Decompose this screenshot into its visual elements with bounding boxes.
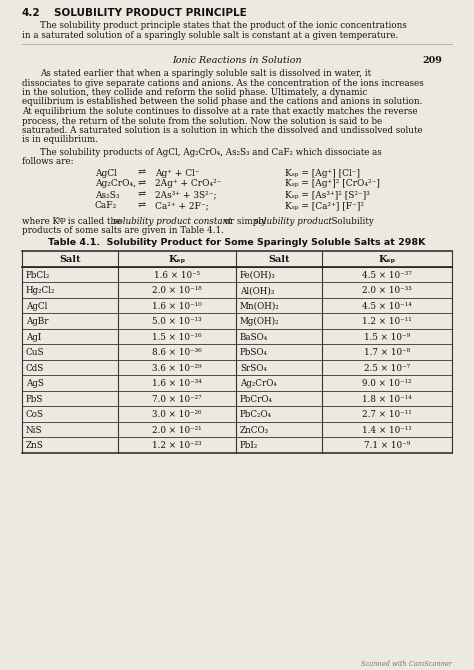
Text: Ag⁺ + Cl⁻: Ag⁺ + Cl⁻	[155, 168, 200, 178]
Text: 1.8 × 10⁻¹⁴: 1.8 × 10⁻¹⁴	[362, 395, 412, 404]
Text: Mn(OH)₂: Mn(OH)₂	[240, 302, 280, 311]
Text: As stated earlier that when a sparingly soluble salt is dissolved in water, it: As stated earlier that when a sparingly …	[40, 69, 371, 78]
Text: ⇌: ⇌	[138, 180, 146, 188]
Text: 2.0 × 10⁻¹⁸: 2.0 × 10⁻¹⁸	[152, 286, 202, 295]
Text: ⇌: ⇌	[138, 202, 146, 210]
Text: 1.6 × 10⁻¹⁰: 1.6 × 10⁻¹⁰	[152, 302, 202, 311]
Text: 8.6 × 10⁻³⁶: 8.6 × 10⁻³⁶	[152, 348, 202, 357]
Text: 1.5 × 10⁻⁹: 1.5 × 10⁻⁹	[364, 333, 410, 342]
Text: At equilibrium the solute continues to dissolve at a rate that exactly matches t: At equilibrium the solute continues to d…	[22, 107, 418, 116]
Text: 2As³⁺ + 3S²⁻;: 2As³⁺ + 3S²⁻;	[155, 190, 217, 200]
Text: 2.7 × 10⁻¹¹: 2.7 × 10⁻¹¹	[362, 410, 412, 419]
Text: solubility product constant: solubility product constant	[113, 216, 232, 226]
Text: As₂S₃: As₂S₃	[95, 190, 119, 200]
Text: process, the return of the solute from the solution. Now the solution is said to: process, the return of the solute from t…	[22, 117, 382, 125]
Text: Kₛₚ: Kₛₚ	[168, 255, 186, 264]
Text: 1.2 × 10⁻¹¹: 1.2 × 10⁻¹¹	[362, 318, 412, 326]
Text: solubility product: solubility product	[254, 216, 332, 226]
Text: 1.6 × 10⁻⁵: 1.6 × 10⁻⁵	[154, 271, 200, 280]
Text: CdS: CdS	[26, 364, 44, 373]
Text: sp: sp	[58, 216, 67, 224]
Text: AgI: AgI	[26, 333, 41, 342]
Text: Fe(OH)₃: Fe(OH)₃	[240, 271, 276, 280]
Text: SOLUBILITY PRODUCT PRINCIPLE: SOLUBILITY PRODUCT PRINCIPLE	[54, 8, 247, 18]
Text: PbC₂O₄: PbC₂O₄	[240, 410, 272, 419]
Text: Kₛₚ = [As³⁺]² [S²⁻]³: Kₛₚ = [As³⁺]² [S²⁻]³	[285, 190, 370, 200]
Text: PbSO₄: PbSO₄	[240, 348, 268, 357]
Text: Ionic Reactions in Solution: Ionic Reactions in Solution	[172, 56, 302, 65]
Text: . Solubility: . Solubility	[326, 216, 374, 226]
Text: 4.2: 4.2	[22, 8, 41, 18]
Text: Salt: Salt	[268, 255, 290, 264]
Text: or simply: or simply	[222, 216, 269, 226]
Text: equilibrium is established between the solid phase and the cations and anions in: equilibrium is established between the s…	[22, 98, 422, 107]
Text: CuS: CuS	[26, 348, 45, 357]
Text: Ag₂CrO₄,: Ag₂CrO₄,	[95, 180, 136, 188]
Text: Kₛₚ: Kₛₚ	[378, 255, 396, 264]
Text: Table 4.1.  Solubility Product for Some Sparingly Soluble Salts at 298K: Table 4.1. Solubility Product for Some S…	[48, 238, 426, 247]
Text: dissociates to give separate cations and anions. As the concentration of the ion: dissociates to give separate cations and…	[22, 78, 424, 88]
Text: Kₛₚ = [Ca²⁺] [F⁻]²: Kₛₚ = [Ca²⁺] [F⁻]²	[285, 202, 364, 210]
Text: 5.0 × 10⁻¹³: 5.0 × 10⁻¹³	[152, 318, 202, 326]
Text: 7.1 × 10⁻⁹: 7.1 × 10⁻⁹	[364, 442, 410, 450]
Text: 4.5 × 10⁻¹⁴: 4.5 × 10⁻¹⁴	[362, 302, 412, 311]
Text: 1.2 × 10⁻²³: 1.2 × 10⁻²³	[152, 442, 202, 450]
Text: 209: 209	[422, 56, 442, 65]
Text: AgCl: AgCl	[26, 302, 47, 311]
Text: 4.5 × 10⁻³⁷: 4.5 × 10⁻³⁷	[362, 271, 412, 280]
Text: Kₛₚ = [Ag⁺] [Cl⁻]: Kₛₚ = [Ag⁺] [Cl⁻]	[285, 168, 360, 178]
Text: NiS: NiS	[26, 425, 43, 435]
Text: 2.5 × 10⁻⁷: 2.5 × 10⁻⁷	[364, 364, 410, 373]
Text: Kₛₚ = [Ag⁺]² [CrO₄²⁻]: Kₛₚ = [Ag⁺]² [CrO₄²⁻]	[285, 180, 380, 188]
Text: is in equilibrium.: is in equilibrium.	[22, 135, 98, 145]
Text: Al(OH)₃: Al(OH)₃	[240, 286, 274, 295]
Text: 2.0 × 10⁻²¹: 2.0 × 10⁻²¹	[152, 425, 202, 435]
Text: follows are:: follows are:	[22, 157, 73, 167]
Text: 1.4 × 10⁻¹¹: 1.4 × 10⁻¹¹	[362, 425, 412, 435]
Text: 1.6 × 10⁻³⁴: 1.6 × 10⁻³⁴	[152, 379, 202, 388]
Text: AgS: AgS	[26, 379, 44, 388]
Text: SrSO₄: SrSO₄	[240, 364, 267, 373]
Text: CaF₂: CaF₂	[95, 202, 117, 210]
Text: where K: where K	[22, 216, 59, 226]
Text: AgCl: AgCl	[95, 168, 117, 178]
Text: 1.5 × 10⁻¹⁶: 1.5 × 10⁻¹⁶	[152, 333, 202, 342]
Text: 1.7 × 10⁻⁸: 1.7 × 10⁻⁸	[364, 348, 410, 357]
Text: 2.0 × 10⁻³³: 2.0 × 10⁻³³	[362, 286, 412, 295]
Text: Scanned with CamScanner: Scanned with CamScanner	[361, 660, 452, 668]
Text: 3.6 × 10⁻²⁹: 3.6 × 10⁻²⁹	[152, 364, 202, 373]
Text: in a saturated solution of a sparingly soluble salt is constant at a given tempe: in a saturated solution of a sparingly s…	[22, 31, 398, 40]
Text: Ca²⁺ + 2F⁻;: Ca²⁺ + 2F⁻;	[155, 202, 209, 210]
Text: Salt: Salt	[59, 255, 81, 264]
Text: saturated. A saturated solution is a solution in which the dissolved and undisso: saturated. A saturated solution is a sol…	[22, 126, 423, 135]
Text: PbS: PbS	[26, 395, 44, 404]
Text: 2Ag⁺ + CrO₄²⁻: 2Ag⁺ + CrO₄²⁻	[155, 180, 221, 188]
Text: CoS: CoS	[26, 410, 44, 419]
Text: Hg₂Cl₂: Hg₂Cl₂	[26, 286, 55, 295]
Text: AgBr: AgBr	[26, 318, 48, 326]
Text: products of some salts are given in Table 4.1.: products of some salts are given in Tabl…	[22, 226, 224, 235]
Text: BaSO₄: BaSO₄	[240, 333, 268, 342]
Text: ZnCO₃: ZnCO₃	[240, 425, 269, 435]
Text: Ag₂CrO₄: Ag₂CrO₄	[240, 379, 277, 388]
Text: PbCrO₄: PbCrO₄	[240, 395, 273, 404]
Text: ZnS: ZnS	[26, 442, 44, 450]
Text: 7.0 × 10⁻²⁷: 7.0 × 10⁻²⁷	[152, 395, 202, 404]
Text: Mg(OH)₂: Mg(OH)₂	[240, 317, 280, 326]
Text: PbCl₂: PbCl₂	[26, 271, 50, 280]
Text: ⇌: ⇌	[138, 168, 146, 178]
Text: PbI₂: PbI₂	[240, 442, 258, 450]
Text: in the solution, they collide and reform the solid phase. Ultimately, a dynamic: in the solution, they collide and reform…	[22, 88, 367, 97]
Text: The solubility products of AgCl, Ag₂CrO₄, As₂S₃ and CaF₂ which dissociate as: The solubility products of AgCl, Ag₂CrO₄…	[40, 148, 382, 157]
Text: 3.0 × 10⁻²⁶: 3.0 × 10⁻²⁶	[152, 410, 202, 419]
Text: is called the: is called the	[65, 216, 124, 226]
Text: 9.0 × 10⁻¹²: 9.0 × 10⁻¹²	[362, 379, 412, 388]
Text: ⇌: ⇌	[138, 190, 146, 200]
Text: The solubility product principle states that the product of the ionic concentrat: The solubility product principle states …	[40, 21, 407, 30]
